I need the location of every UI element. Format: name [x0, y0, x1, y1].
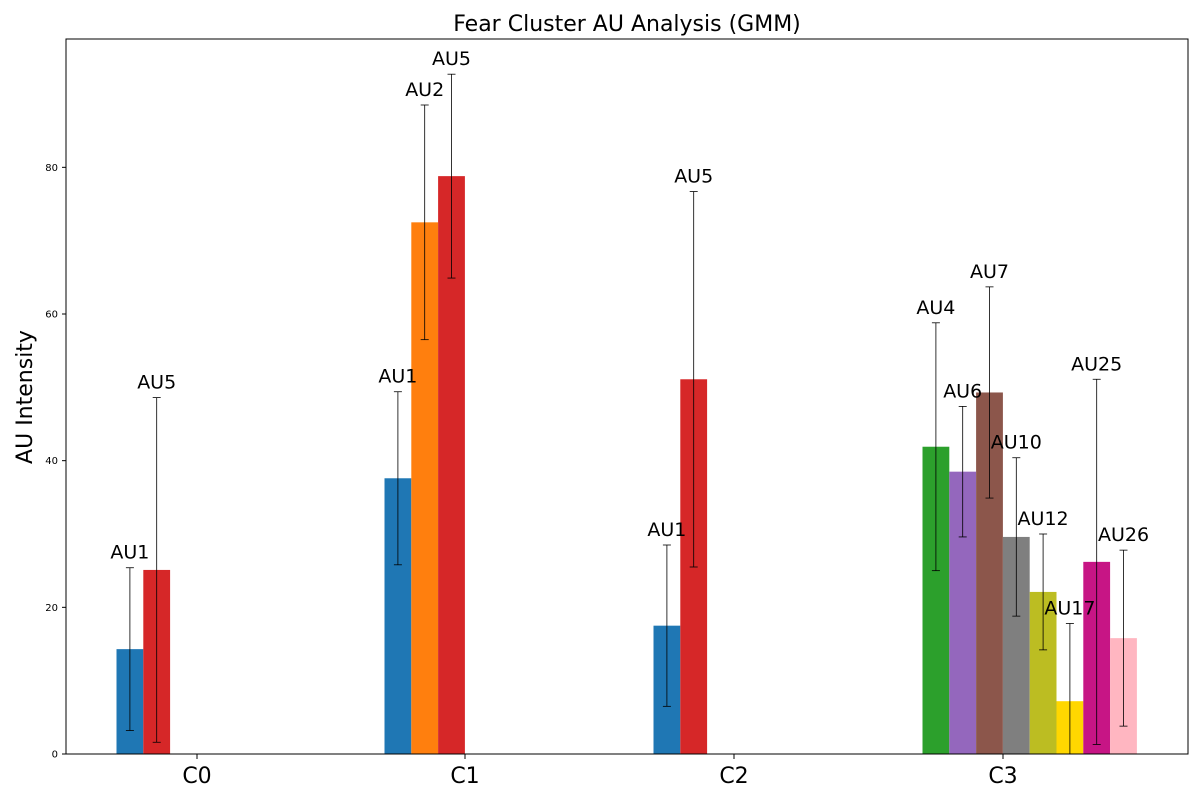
x-tick-label-c1: C1	[450, 764, 479, 789]
y-axis-label: AU Intensity	[13, 330, 38, 464]
error-bar-c1-au2	[420, 104, 429, 341]
y-tick-label-40: 40	[45, 456, 58, 467]
x-tick-label-c2: C2	[719, 764, 748, 789]
error-bar-c1-au5	[447, 73, 456, 279]
error-bar-c3-au12	[1039, 533, 1048, 651]
bar-label-c2-au1: AU1	[647, 519, 686, 541]
error-bar-c3-au6	[958, 405, 967, 538]
y-tick-label-80: 80	[45, 163, 58, 174]
bar-label-c3-au6: AU6	[943, 380, 982, 402]
error-bar-c2-au5	[689, 191, 698, 568]
bar-label-c3-au7: AU7	[970, 261, 1009, 283]
bar-label-c3-au12: AU12	[1018, 508, 1069, 530]
bar-label-c0-au5: AU5	[137, 372, 176, 394]
bar-label-c1-au2: AU2	[405, 79, 444, 101]
error-bar-c0-au1	[125, 567, 134, 731]
bar-label-c3-au26: AU26	[1098, 524, 1149, 546]
ticks-layer: C0 C1 C2 C3 0 20 40 60 80	[45, 163, 1017, 789]
bar-label-c2-au5: AU5	[674, 166, 713, 188]
bar-label-c0-au1: AU1	[110, 542, 149, 564]
bar-label-c3-au25: AU25	[1071, 353, 1122, 375]
bar-label-c1-au5: AU5	[432, 48, 471, 70]
bar-label-c1-au1: AU1	[378, 366, 417, 388]
error-bar-c3-au26	[1119, 549, 1128, 727]
error-bar-c1-au1	[393, 391, 402, 566]
error-bars-layer	[125, 73, 1128, 755]
bar-label-c3-au17: AU17	[1044, 597, 1095, 619]
error-bar-c3-au7	[985, 286, 994, 499]
error-bar-c3-au10	[1012, 457, 1021, 617]
bar-label-c3-au4: AU4	[916, 297, 955, 319]
x-tick-label-c3: C3	[988, 764, 1017, 789]
x-tick-label-c0: C0	[182, 764, 211, 789]
bar-label-c3-au10: AU10	[991, 432, 1042, 454]
error-bar-c3-au25	[1092, 378, 1101, 745]
error-bar-c3-au4	[931, 322, 940, 572]
plot-frame	[65, 38, 1189, 755]
chart-title: Fear Cluster AU Analysis (GMM)	[453, 12, 801, 37]
error-bar-c2-au1	[662, 544, 671, 707]
y-tick-label-0: 0	[52, 750, 58, 761]
y-tick-label-20: 20	[45, 603, 58, 614]
error-bar-c0-au5	[152, 397, 161, 743]
bar-labels-layer: AU1 AU5 AU1 AU2 AU5 AU1 AU5 AU4 AU6 AU7 AU10 AU12 AU…	[110, 48, 1149, 619]
y-tick-label-60: 60	[45, 310, 58, 321]
